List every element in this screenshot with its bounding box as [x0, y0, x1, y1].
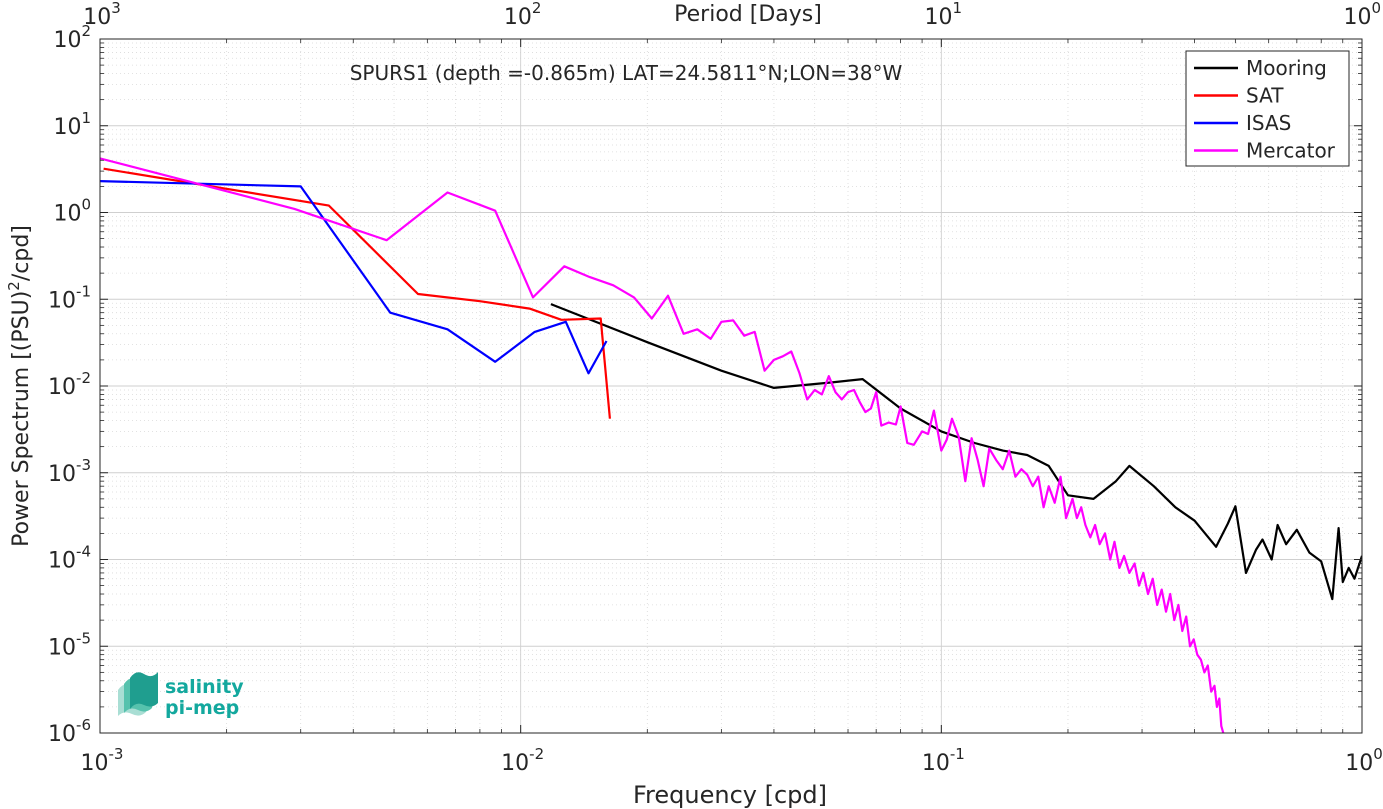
x-axis-label: Frequency [cpd]	[633, 781, 827, 809]
legend-label-mercator: Mercator	[1246, 139, 1336, 163]
y-axis-label-main: Power Spectrum [(PSU)	[9, 291, 34, 547]
series-line-isas	[100, 180, 608, 375]
logo-text-line2: pi-mep	[165, 697, 239, 719]
x-tick-label: 10-1	[922, 745, 965, 776]
x-tick-label: 10-3	[81, 745, 124, 776]
y-tick-label: 10-4	[48, 543, 91, 574]
legend: Mooring SAT ISAS Mercator	[1185, 50, 1350, 167]
y-tick-label: 10-5	[48, 629, 91, 660]
y-axis-label-sup: 2	[5, 281, 23, 291]
y-axis-label-tail: /cpd]	[9, 225, 34, 281]
top-tick-label: 100	[1343, 0, 1381, 30]
salinity-pi-mep-logo: salinity pi-mep	[118, 672, 244, 719]
top-axis-label: Period [Days]	[674, 2, 822, 27]
y-tick-label: 10-3	[48, 456, 91, 487]
y-tick-label: 10-2	[48, 369, 91, 400]
y-tick-label: 10-1	[48, 282, 91, 313]
series-layer	[100, 157, 1362, 733]
series-line-mercator	[100, 157, 1225, 733]
top-tick-label: 101	[925, 0, 963, 30]
x-tick-label: 10-2	[501, 745, 544, 776]
y-axis-label: Power Spectrum [(PSU)2/cpd]	[5, 225, 34, 547]
y-tick-label: 100	[53, 196, 91, 227]
logo-wave-icon	[118, 672, 158, 716]
legend-label-sat: SAT	[1246, 84, 1284, 108]
top-tick-label: 103	[83, 0, 121, 30]
chart-title: SPURS1 (depth =-0.865m) LAT=24.5811°N;LO…	[350, 61, 903, 85]
legend-label-mooring: Mooring	[1246, 56, 1327, 80]
x-tick-label: 100	[1345, 745, 1383, 776]
tick-marks	[99, 38, 1363, 734]
y-tick-label: 101	[53, 109, 91, 140]
top-tick-label: 102	[504, 0, 542, 30]
y-tick-label: 10-6	[48, 716, 91, 747]
series-line-sat	[103, 167, 611, 419]
y-tick-label: 102	[53, 22, 91, 53]
logo-text-line1: salinity	[165, 676, 244, 698]
legend-label-isas: ISAS	[1246, 111, 1291, 135]
legend-box	[1185, 50, 1350, 167]
